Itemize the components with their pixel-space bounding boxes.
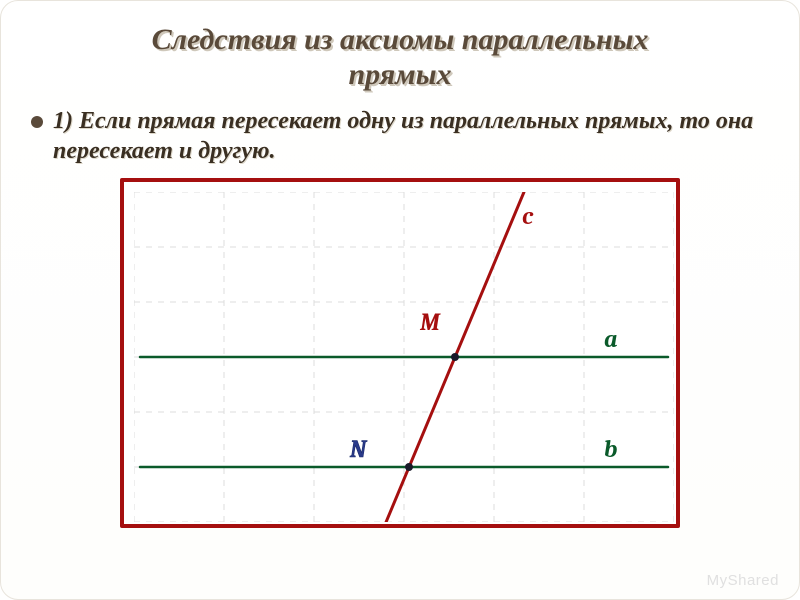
slide: Следствия из аксиомы параллельных прямых…	[0, 0, 800, 600]
svg-text:N: N	[349, 435, 368, 463]
svg-text:M: M	[419, 308, 441, 336]
corollary-item: 1) Если прямая пересекает одну из паралл…	[31, 106, 769, 166]
slide-title: Следствия из аксиомы параллельных прямых	[31, 23, 769, 92]
corollary-number: 1)	[53, 108, 73, 134]
diagram-canvas: a b c M N	[134, 192, 666, 514]
diagram-frame: a b c M N	[120, 178, 680, 528]
bullet-icon	[31, 116, 43, 128]
corollary-text: 1) Если прямая пересекает одну из паралл…	[53, 106, 769, 166]
diagram: a b c M N	[120, 178, 680, 528]
geometry-svg: a b c M N	[134, 192, 674, 522]
svg-text:c: c	[522, 202, 534, 230]
corollary-body: Если прямая пересекает одну из параллель…	[53, 108, 753, 164]
watermark: MyShared	[707, 572, 779, 589]
svg-text:b: b	[604, 435, 618, 463]
svg-text:a: a	[604, 325, 618, 353]
